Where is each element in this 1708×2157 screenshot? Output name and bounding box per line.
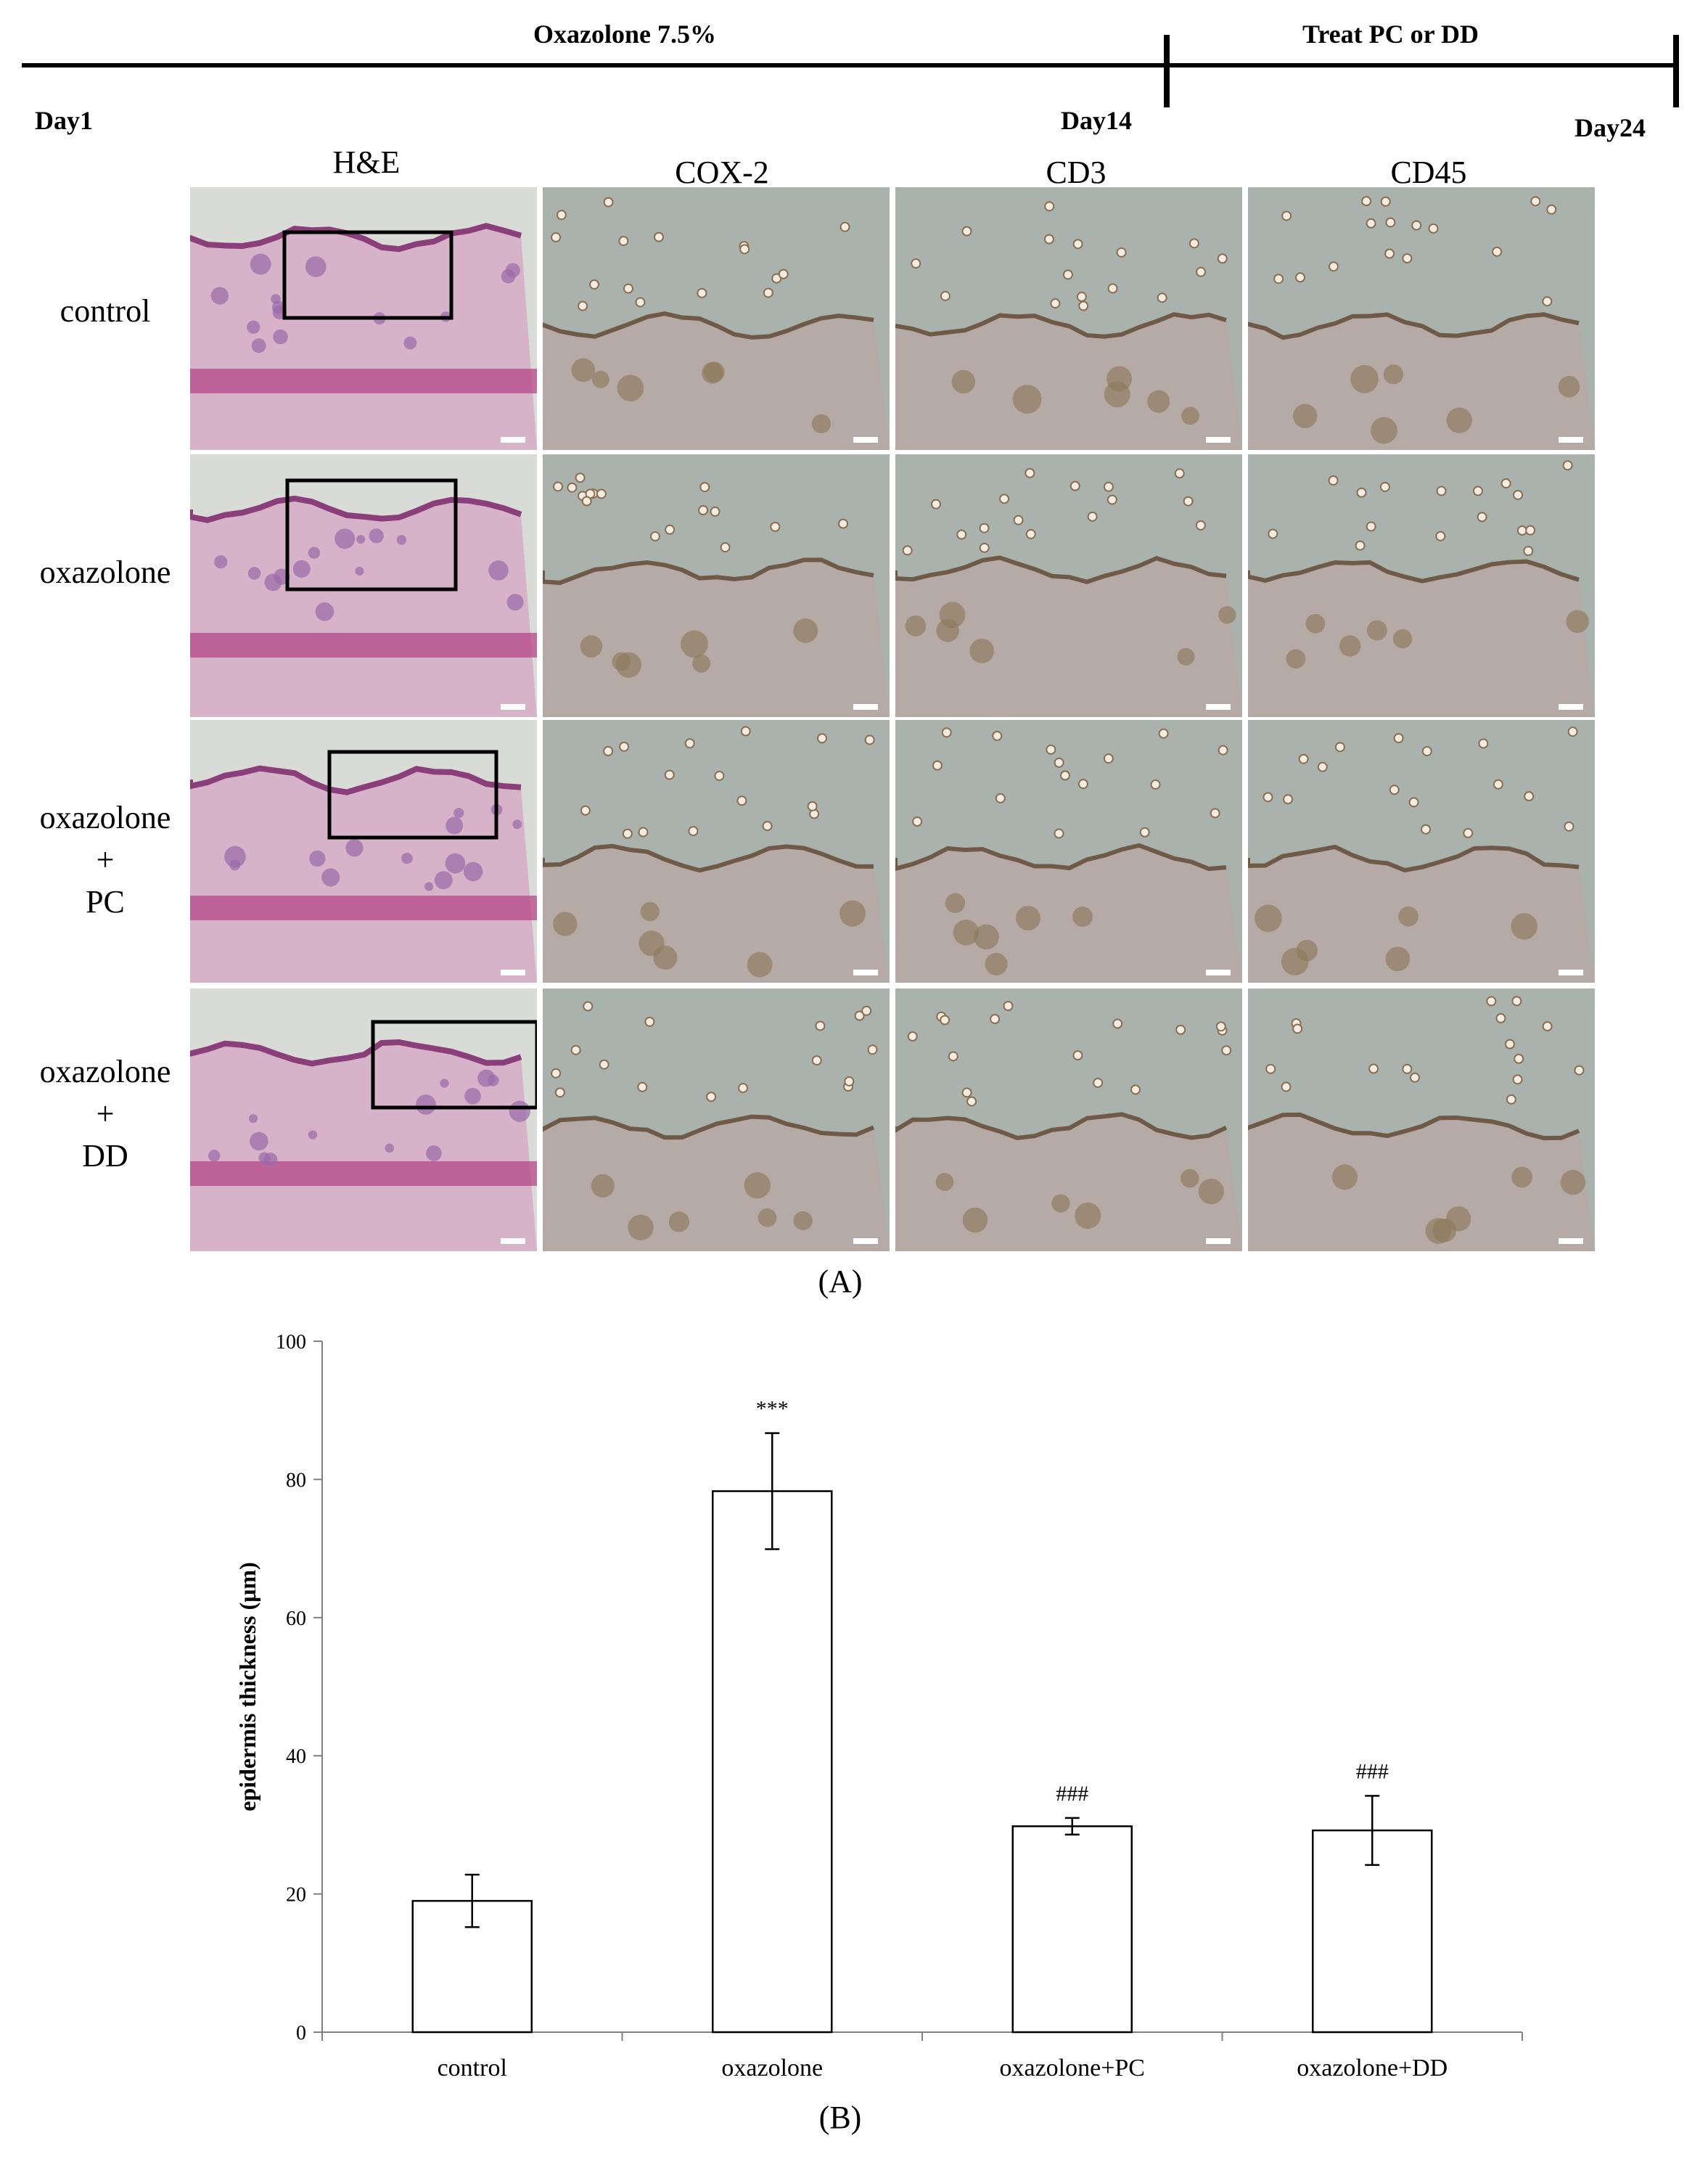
micrograph-cd3-oxazolone-dd	[895, 989, 1242, 1251]
row-label-line: +	[96, 842, 115, 877]
bar	[712, 1490, 833, 2034]
y-axis-title: epidermis thickness (μm)	[234, 1562, 260, 1811]
panel-a-label: (A)	[818, 1264, 863, 1299]
y-tick-label: 40	[286, 1745, 306, 1768]
micrograph-cd3-oxazolone	[895, 454, 1242, 717]
micrograph-cd45-oxazolone	[1248, 454, 1595, 717]
micrograph-he-oxazolone	[190, 454, 537, 717]
row-label-oxazolone-dd: oxazolone + DD	[11, 1051, 200, 1177]
significance-annotation: ###	[1056, 1782, 1088, 1806]
panel-b-label: (B)	[818, 2100, 862, 2135]
timeline-day-mid: Day14	[1061, 106, 1132, 135]
y-tick-label: 80	[286, 1469, 306, 1491]
micrograph-cd45-control	[1248, 187, 1595, 450]
column-header-cd45: CD45	[1390, 155, 1467, 190]
column-header-cox2: COX-2	[675, 155, 769, 190]
micrograph-cox2-control	[543, 187, 890, 450]
he-zoom-box	[285, 478, 458, 592]
timeline-day-end: Day24	[1574, 113, 1646, 142]
micrograph-he-control	[190, 187, 537, 450]
y-tick-label: 20	[286, 1884, 306, 1907]
category-label: control	[438, 2055, 507, 2082]
row-label-line: oxazolone	[39, 554, 171, 590]
row-label-oxazolone-pc: oxazolone + PC	[11, 797, 200, 923]
he-zoom-box	[282, 230, 453, 320]
row-label-line: oxazolone	[39, 800, 171, 835]
y-tick-label: 100	[276, 1331, 306, 1354]
bar	[1011, 1825, 1133, 2034]
y-tick-label: 60	[286, 1608, 306, 1630]
timeline-day-start: Day1	[35, 106, 93, 135]
row-label-line: control	[59, 293, 151, 329]
column-header-he: H&E	[332, 144, 401, 180]
category-label: oxazolone	[721, 2055, 823, 2082]
y-tick-label: 0	[296, 2022, 306, 2045]
significance-annotation: ###	[1356, 1759, 1389, 1783]
timeline-phase1-label: Oxazolone 7.5%	[533, 20, 716, 49]
micrograph-cd45-oxazolone-pc	[1248, 720, 1595, 983]
column-header-cd3: CD3	[1046, 155, 1106, 190]
significance-annotation: ***	[756, 1397, 789, 1421]
micrograph-cox2-oxazolone-pc	[543, 720, 890, 983]
he-zoom-box	[371, 1020, 537, 1110]
category-label: oxazolone+DD	[1297, 2055, 1448, 2082]
row-label-oxazolone: oxazolone	[11, 552, 200, 594]
micrograph-he-oxazolone-pc	[190, 720, 537, 983]
micrograph-cd3-control	[895, 187, 1242, 450]
micrograph-he-oxazolone-dd	[190, 989, 537, 1251]
bar-chart: 0 20 40 60 80 100 control *** oxazolone ### oxazol…	[234, 1331, 1523, 2082]
row-label-line: PC	[86, 884, 125, 920]
timeline-phase2-label: Treat PC or DD	[1302, 20, 1479, 49]
timeline-axis	[22, 35, 1679, 107]
row-label-line: oxazolone	[39, 1054, 171, 1089]
micrograph-cd45-oxazolone-dd	[1248, 989, 1595, 1251]
row-label-control: control	[11, 290, 200, 332]
he-zoom-box	[327, 750, 498, 840]
micrograph-cd3-oxazolone-pc	[895, 720, 1242, 983]
micrograph-cox2-oxazolone-dd	[543, 989, 890, 1251]
micrograph-cox2-oxazolone	[543, 454, 890, 717]
category-label: oxazolone+PC	[1000, 2055, 1145, 2082]
row-label-line: DD	[82, 1138, 128, 1174]
row-label-line: +	[96, 1096, 115, 1131]
